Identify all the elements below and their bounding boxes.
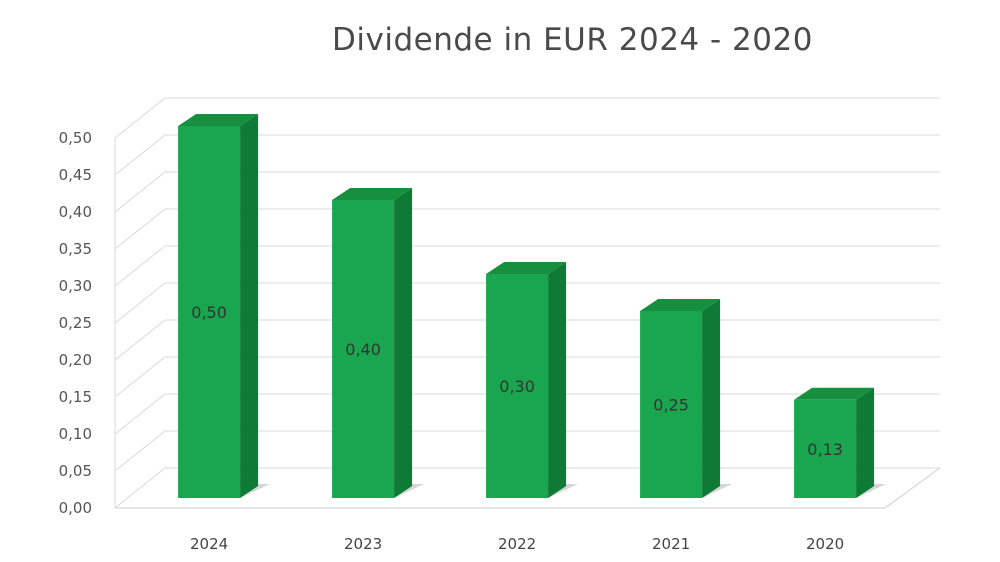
- x-category-label: 2022: [498, 535, 536, 553]
- y-tick-label: 0,35: [59, 240, 92, 258]
- y-tick-label: 0,50: [59, 129, 92, 147]
- bars: 0,50 0,40 0,30 0,25 0,13: [178, 114, 887, 498]
- y-tick-label: 0,40: [59, 203, 92, 221]
- y-tick-label: 0,45: [59, 166, 92, 184]
- y-tick-label: 0,20: [59, 351, 92, 369]
- wall-gridline: [114, 134, 166, 176]
- bar-top: [640, 299, 721, 311]
- x-category-label: 2023: [344, 535, 382, 553]
- wall-gridline: [114, 356, 166, 398]
- x-category-label: 2024: [190, 535, 228, 553]
- x-category-label: 2021: [652, 535, 690, 553]
- bar-top: [178, 114, 259, 126]
- bar: [486, 274, 549, 498]
- data-label: 0,50: [191, 303, 227, 322]
- bar: [178, 126, 241, 498]
- bar-top: [486, 262, 567, 274]
- bar-side: [240, 114, 259, 498]
- bar: [332, 200, 395, 498]
- y-tick-label: 0,05: [59, 462, 92, 480]
- bar-side: [856, 387, 875, 498]
- bar: [794, 399, 857, 498]
- chart-title: Dividende in EUR 2024 - 2020: [332, 22, 813, 58]
- y-tick-label: 0,15: [59, 388, 92, 406]
- wall-gridline: [114, 430, 166, 472]
- y-tick-label: 0,10: [59, 425, 92, 443]
- wall-gridline: [114, 393, 166, 435]
- wall-gridline: [114, 245, 166, 287]
- floor-right-edge: [884, 467, 941, 509]
- data-label: 0,25: [653, 396, 689, 415]
- wall-gridline: [114, 208, 166, 250]
- bar-side: [394, 188, 413, 498]
- data-label: 0,30: [499, 377, 535, 396]
- bar-top: [794, 387, 875, 400]
- x-axis-categories: 2024 2023 2022 2021 2020: [190, 535, 844, 553]
- y-tick-label: 0,25: [59, 314, 92, 332]
- bar-top: [332, 188, 413, 200]
- wall-gridline: [114, 97, 166, 139]
- wall-gridline: [114, 467, 166, 509]
- y-axis-ticks: 0,00 0,05 0,10 0,15 0,20 0,25 0,30 0,35 0,40 0,45…: [59, 129, 92, 517]
- wall-gridline: [114, 171, 166, 213]
- y-tick-label: 0,00: [59, 499, 92, 517]
- wall-gridline: [114, 282, 166, 324]
- y-tick-label: 0,30: [59, 277, 92, 295]
- data-label: 0,13: [807, 440, 843, 459]
- bar-side: [548, 262, 567, 498]
- x-category-label: 2020: [806, 535, 844, 553]
- wall-gridline: [114, 319, 166, 361]
- bar: [640, 311, 703, 498]
- data-label: 0,40: [345, 340, 381, 359]
- bar-side: [702, 299, 721, 498]
